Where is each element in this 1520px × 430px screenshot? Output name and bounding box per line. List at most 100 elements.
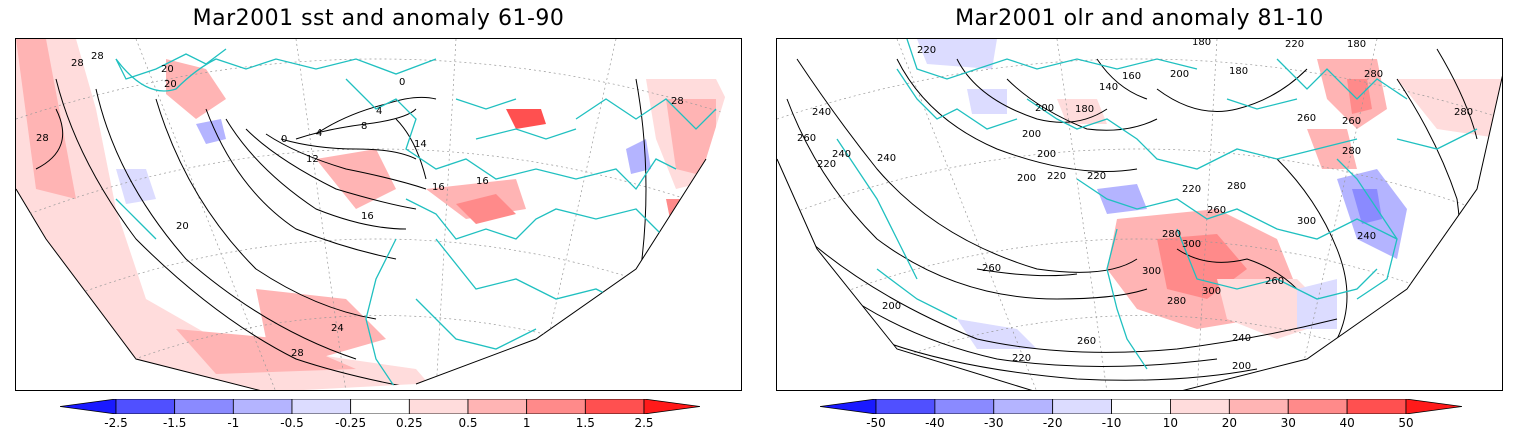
olr-anomaly-colorbar: -50 -40 -30 -20 -10 10 20 30 40 50 — [819, 398, 1463, 430]
contour-label: 240 — [1357, 231, 1376, 242]
contour-label: 0 — [281, 134, 287, 145]
colorbar-swatch — [1346, 398, 1407, 415]
colorbar-swatch — [584, 398, 645, 415]
colorbar-high-extend — [643, 398, 701, 415]
contour-label: 200 — [1035, 103, 1054, 114]
contour-label: 220 — [917, 45, 936, 56]
contour-label: 24 — [331, 323, 344, 334]
contour-label: 220 — [1182, 184, 1201, 195]
colorbar-tick-label: -50 — [866, 416, 886, 430]
contour-label: 180 — [1075, 104, 1094, 115]
colorbar-swatch — [934, 398, 995, 415]
contour-label: 220 — [817, 159, 836, 170]
colorbar-swatch — [875, 398, 936, 415]
colorbar-swatch — [350, 398, 410, 415]
contour-label: 14 — [414, 139, 427, 150]
contour-label: 280 — [1454, 107, 1473, 118]
colorbar-swatch — [115, 398, 176, 415]
colorbar-tick-label: -40 — [925, 416, 945, 430]
olr-graticule — [777, 39, 1502, 390]
sst-anomaly-map: 28 28 28 20 20 0 0 4 4 8 14 12 16 16 16 … — [15, 38, 742, 391]
contour-label: 200 — [1017, 173, 1036, 184]
colorbar-tick-label: 50 — [1398, 416, 1414, 430]
contour-label: 20 — [161, 64, 174, 75]
olr-map-canvas: 180 220 220 240 160 200 180 140 180 200 … — [777, 39, 1502, 390]
contour-label: 220 — [1012, 353, 1031, 364]
sst-anomaly-shading — [16, 39, 736, 390]
colorbar-swatch — [1228, 398, 1289, 415]
colorbar-tick-label: 40 — [1339, 416, 1355, 430]
contour-label: 180 — [1229, 66, 1248, 77]
colorbar-tick-label: 2.5 — [634, 416, 654, 430]
contour-label: 200 — [882, 301, 901, 312]
sst-colorbar-swatches — [59, 398, 701, 415]
contour-label: 16 — [361, 211, 374, 222]
colorbar-swatch — [467, 398, 528, 415]
contour-label: 220 — [1285, 39, 1304, 50]
colorbar-swatch — [232, 398, 293, 415]
colorbar-swatch — [291, 398, 352, 415]
colorbar-tick-label: 10 — [1162, 416, 1179, 430]
contour-label: 8 — [361, 121, 367, 132]
sst-contour-labels: 28 28 28 20 20 0 0 4 4 8 14 12 16 16 16 … — [36, 51, 684, 359]
contour-label: 200 — [1022, 129, 1041, 140]
contour-label: 260 — [1265, 276, 1284, 287]
olr-contours — [786, 48, 1478, 381]
contour-label: 16 — [432, 182, 445, 193]
sst-map-canvas: 28 28 28 20 20 0 0 4 4 8 14 12 16 16 16 … — [16, 39, 741, 390]
contour-label: 300 — [1297, 216, 1316, 227]
contour-label: 0 — [399, 77, 405, 88]
colorbar-tick-label: 0.5 — [458, 416, 478, 430]
contour-label: 16 — [476, 176, 489, 187]
colorbar-tick-label: -2.5 — [104, 416, 128, 430]
contour-label: 240 — [832, 149, 851, 160]
contour-label: 200 — [1037, 149, 1056, 160]
contour-label: 280 — [1162, 229, 1181, 240]
contour-label: 300 — [1182, 239, 1201, 250]
contour-label: 240 — [1232, 333, 1251, 344]
colorbar-tick-label: 30 — [1280, 416, 1296, 430]
sst-map-title: Mar2001 sst and anomaly 61-90 — [192, 6, 565, 31]
contour-label: 180 — [1192, 39, 1211, 48]
colorbar-tick-label: 1.5 — [575, 416, 595, 430]
contour-label: 180 — [1347, 39, 1366, 50]
colorbar-low-extend — [59, 398, 117, 415]
colorbar-swatch — [993, 398, 1054, 415]
colorbar-swatch — [408, 398, 469, 415]
contour-label: 260 — [1342, 116, 1361, 127]
contour-label: 220 — [1047, 171, 1066, 182]
olr-contour-labels: 180 220 220 240 160 200 180 140 180 200 … — [797, 39, 1473, 372]
colorbar-swatch — [1287, 398, 1348, 415]
contour-label: 200 — [1170, 69, 1189, 80]
colorbar-low-extend — [819, 398, 877, 415]
colorbar-tick-label: -20 — [1042, 416, 1063, 430]
colorbar-tick-label: -10 — [1101, 416, 1122, 430]
contour-label: 28 — [36, 133, 49, 144]
contour-label: 280 — [1167, 296, 1186, 307]
colorbar-swatch — [1170, 398, 1230, 415]
contour-label: 280 — [1342, 146, 1361, 157]
colorbar-high-extend — [1405, 398, 1463, 415]
contour-label: 28 — [71, 58, 84, 69]
contour-label: 260 — [1207, 205, 1226, 216]
colorbar-swatch — [526, 398, 586, 415]
colorbar-swatch — [1111, 398, 1171, 415]
olr-anomaly-map: 180 220 220 240 160 200 180 140 180 200 … — [776, 38, 1503, 391]
colorbar-tick-label: 0.25 — [395, 416, 423, 430]
contour-label: 240 — [812, 107, 831, 118]
contour-label: 4 — [376, 106, 382, 117]
olr-map-title: Mar2001 olr and anomaly 81-10 — [955, 6, 1324, 31]
colorbar-tick-label: -0.5 — [280, 416, 304, 430]
olr-coastlines — [836, 39, 1478, 370]
contour-label: 160 — [1122, 71, 1141, 82]
contour-label: 20 — [164, 79, 177, 90]
contour-label: 260 — [797, 133, 816, 144]
colorbar-tick-label: -1.5 — [162, 416, 187, 430]
contour-label: 4 — [316, 128, 322, 139]
contour-label: 28 — [91, 51, 104, 62]
contour-label: 280 — [1364, 69, 1383, 80]
contour-label: 300 — [1202, 286, 1221, 297]
colorbar-tick-label: 20 — [1221, 416, 1237, 430]
colorbar-swatch — [1052, 398, 1112, 415]
sst-anomaly-colorbar: -2.5 -1.5 -1 -0.5 -0.25 0.25 0.5 1 1.5 2.5 — [59, 398, 701, 430]
